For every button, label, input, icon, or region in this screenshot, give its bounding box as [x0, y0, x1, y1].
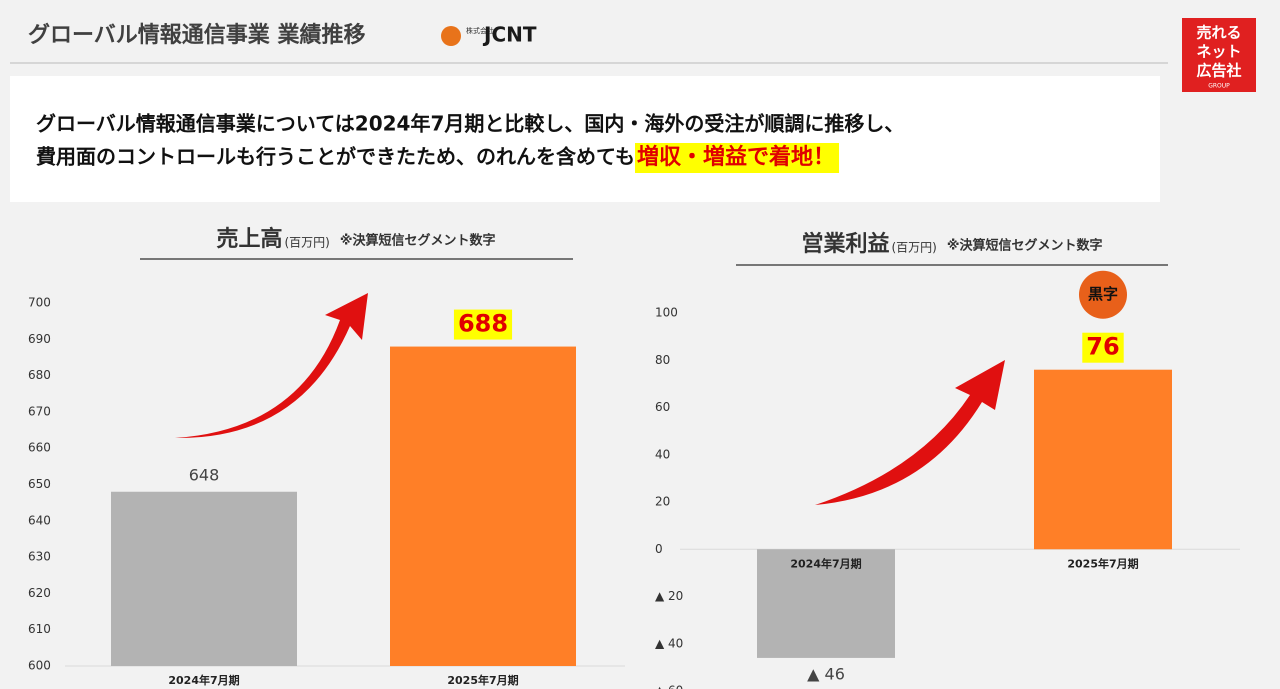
y-tick-label: 60 [655, 400, 670, 414]
summary-highlight: 増収・増益で着地！ [637, 144, 835, 170]
x-tick-label: 2025年7月期 [1067, 556, 1138, 570]
y-tick-label: 610 [28, 622, 51, 636]
chart-unit: (百万円) [892, 241, 937, 255]
arrow [175, 293, 368, 439]
y-tick-label: 680 [28, 368, 51, 382]
value-label-box [1082, 332, 1124, 363]
summary-line: 費用面のコントロールも行うことができたため、のれんを含めても [36, 145, 635, 169]
highlight-box [635, 143, 840, 173]
y-tick-label: ▲ 60 [655, 684, 683, 689]
value-label: ▲ 46 [807, 664, 845, 683]
bar [390, 346, 576, 666]
bar [757, 549, 895, 658]
y-tick-label: 600 [28, 659, 51, 673]
x-tick-label: 2025年7月期 [447, 673, 518, 687]
badge-line: ネット [1196, 43, 1241, 61]
logo-sub: 株式会社 [466, 26, 494, 35]
badge-line: 売れる [1196, 24, 1241, 42]
y-tick-label: 700 [28, 296, 51, 310]
value-label: 76 [1086, 333, 1119, 361]
y-tick-label: 100 [655, 306, 678, 320]
summary-box [10, 76, 1160, 202]
y-tick-label: 690 [28, 332, 51, 346]
badge [1182, 18, 1256, 92]
annotation: 黒字 [1088, 285, 1118, 303]
badge-sub: GROUP [1208, 83, 1230, 90]
chart-note: ※決算短信セグメント数字 [340, 233, 496, 249]
y-tick-label: ▲ 20 [655, 589, 683, 603]
y-tick-label: 630 [28, 550, 51, 564]
slide-title: グローバル情報通信事業 業績推移 [28, 22, 365, 48]
y-tick-label: ▲ 40 [655, 636, 683, 650]
chart-title: 営業利益 [801, 231, 889, 257]
value-label: 648 [189, 465, 220, 484]
y-tick-label: 650 [28, 477, 51, 491]
badge-line: 広告社 [1196, 62, 1241, 80]
y-tick-label: 620 [28, 586, 51, 600]
chart-unit: (百万円) [285, 236, 330, 250]
value-label-box [453, 309, 513, 340]
y-tick-label: 20 [655, 495, 670, 509]
y-tick-label: 640 [28, 513, 51, 527]
summary-line: グローバル情報通信事業については2024年7月期と比較し、国内・海外の受注が順調… [36, 112, 904, 136]
x-tick-label: 2024年7月期 [790, 556, 861, 570]
chart-title: 売上高 [216, 226, 282, 252]
y-tick-label: 670 [28, 404, 51, 418]
x-tick-label: 2024年7月期 [168, 673, 239, 687]
arrow [815, 360, 1005, 505]
annotation-badge [1079, 270, 1127, 319]
logo: JCNT [482, 23, 537, 47]
chart-note: ※決算短信セグメント数字 [947, 238, 1103, 254]
logo-mark [441, 26, 461, 46]
bar [1034, 369, 1172, 550]
y-tick-label: 0 [655, 542, 663, 556]
bar [111, 491, 297, 666]
value-label: 688 [458, 310, 508, 338]
y-tick-label: 40 [655, 447, 670, 461]
y-tick-label: 660 [28, 441, 51, 455]
y-tick-label: 80 [655, 353, 670, 367]
